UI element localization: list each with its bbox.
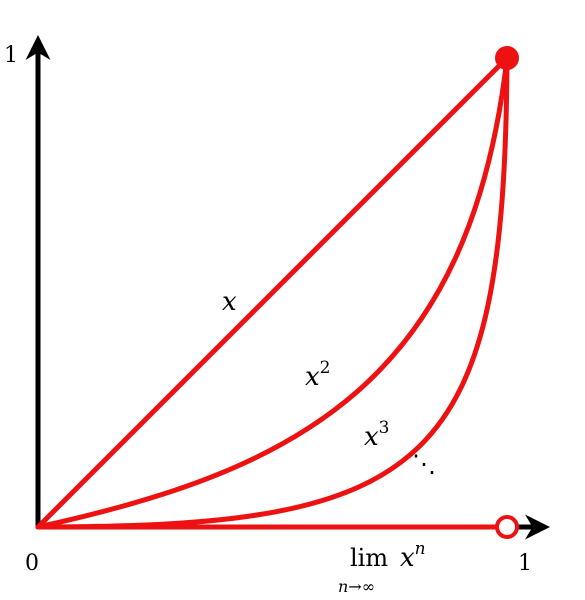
limit-subscript: n→∞ [338, 577, 375, 596]
curve-label: x3 [364, 418, 390, 452]
base: x [400, 543, 415, 573]
exponent: 3 [379, 418, 390, 438]
curve-x [35, 55, 510, 530]
base: x [222, 287, 237, 317]
curve-x2 [35, 55, 510, 530]
y-max-label: 1 [4, 43, 18, 68]
x-max-label: 1 [518, 551, 532, 576]
exponent: n [415, 539, 426, 559]
ellipsis: ⋱ [412, 450, 436, 478]
curve-label: x [222, 287, 237, 317]
exponent: 2 [320, 358, 331, 378]
limit-operator: lim [350, 544, 388, 572]
base: x [305, 362, 320, 392]
limit-expression: xn [400, 539, 426, 573]
origin-label: 0 [25, 551, 39, 576]
curve-label: x2 [305, 358, 331, 392]
open-point [495, 515, 519, 539]
base: x [364, 422, 379, 452]
curve-x3 [35, 55, 510, 530]
filled-point [495, 46, 519, 70]
